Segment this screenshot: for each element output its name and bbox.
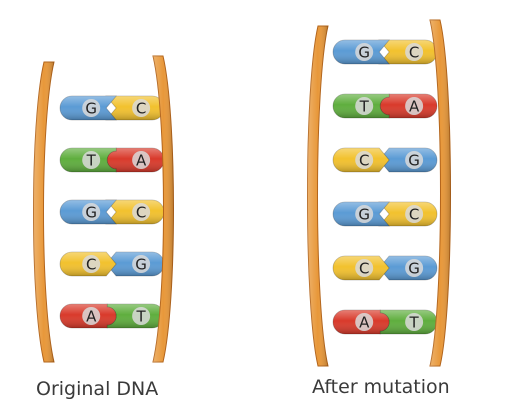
base-letter-left: C — [359, 152, 369, 170]
mutated-backbone-left-shading — [307, 26, 328, 366]
base-letter-right-circle — [132, 99, 151, 117]
base-letter-right-circle — [405, 205, 424, 223]
base-letter-left-circle — [82, 99, 101, 117]
base-letter-left: T — [359, 98, 370, 116]
base-letter-left: G — [358, 44, 370, 62]
mutated-dna-ladder: G CT AC GG CC GA T — [307, 19, 451, 367]
base-letter-right-circle — [405, 313, 424, 331]
original-dna-ladder: G CT AG CC GA T — [33, 55, 174, 363]
base-letter-left-circle — [355, 259, 374, 277]
base-letter-left: G — [358, 206, 370, 224]
mutated-backbone-right-shading — [430, 20, 451, 366]
base-letter-right: C — [136, 204, 146, 222]
original-base-pairs: G CT AG CC GA T — [59, 95, 165, 329]
base-letter-left-circle — [355, 151, 374, 169]
base-letter-left: G — [85, 100, 97, 118]
base-letter-left: G — [85, 204, 97, 222]
base-letter-right: A — [409, 98, 420, 116]
base-letter-left-circle — [82, 307, 101, 325]
base-letter-right: A — [136, 152, 147, 170]
base-letter-right: G — [135, 256, 147, 274]
base-letter-right: G — [408, 152, 420, 170]
base-letter-right-circle — [405, 259, 424, 277]
base-letter-left-circle — [355, 43, 374, 61]
original-backbone-left-shading — [33, 62, 54, 362]
base-letter-left-circle — [355, 205, 374, 223]
base-letter-right-circle — [132, 203, 151, 221]
base-letter-left: A — [359, 314, 370, 332]
base-letter-left: T — [86, 152, 97, 170]
mutated-base-pairs: G CT AC GG CC GA T — [332, 39, 438, 335]
base-letter-left-circle — [82, 151, 101, 169]
after-mutation-caption: After mutation — [312, 376, 450, 398]
base-letter-left-circle — [355, 313, 374, 331]
base-letter-right: G — [408, 260, 420, 278]
base-letter-right: T — [136, 308, 147, 326]
base-letter-right-circle — [132, 151, 151, 169]
base-letter-right: C — [409, 206, 419, 224]
original-dna-caption: Original DNA — [36, 378, 159, 400]
base-letter-right-circle — [405, 43, 424, 61]
base-letter-right-circle — [405, 151, 424, 169]
base-letter-right-circle — [132, 307, 151, 325]
base-letter-left-circle — [82, 255, 101, 273]
original-backbone-right-shading — [153, 56, 174, 362]
base-letter-right-circle — [405, 97, 424, 115]
base-letter-left: C — [359, 260, 369, 278]
base-letter-right: T — [409, 314, 420, 332]
base-letter-left-circle — [82, 203, 101, 221]
base-letter-left: C — [86, 256, 96, 274]
base-letter-left: A — [86, 308, 97, 326]
base-letter-right-circle — [132, 255, 151, 273]
base-letter-left-circle — [355, 97, 374, 115]
base-letter-right: C — [409, 44, 419, 62]
base-letter-right: C — [136, 100, 146, 118]
